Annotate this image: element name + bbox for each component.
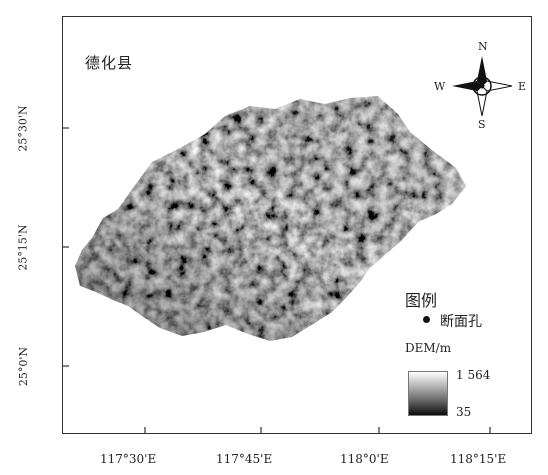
lat-label-north: 25°30'N [16, 105, 30, 152]
lon-label-3: 118°0'E [340, 452, 389, 466]
dem-max-label: 1 564 [456, 368, 491, 382]
dem-color-bar [408, 371, 448, 416]
legend-point-label: 断面孔 [440, 314, 482, 330]
lat-label-south: 25°0'N [17, 346, 31, 387]
dem-title: DEM/m [405, 341, 452, 355]
compass-e: E [518, 80, 526, 93]
lon-label-4: 118°15'E [450, 452, 507, 466]
compass-w: W [434, 80, 446, 93]
map-title: 德化县 [85, 54, 134, 72]
lon-label-1: 117°30'E [100, 452, 157, 466]
lon-label-2: 117°45'E [216, 452, 273, 466]
compass-s: S [478, 118, 486, 130]
map-frame [62, 16, 532, 434]
dem-shading [75, 96, 466, 341]
dem-min-label: 35 [456, 405, 472, 419]
borehole-point-icon [423, 316, 430, 323]
compass-icon: N S E W [434, 40, 526, 130]
legend-title: 图例 [405, 291, 438, 310]
compass-n: N [478, 40, 488, 53]
lat-label-mid: 25°15'N [16, 224, 30, 271]
